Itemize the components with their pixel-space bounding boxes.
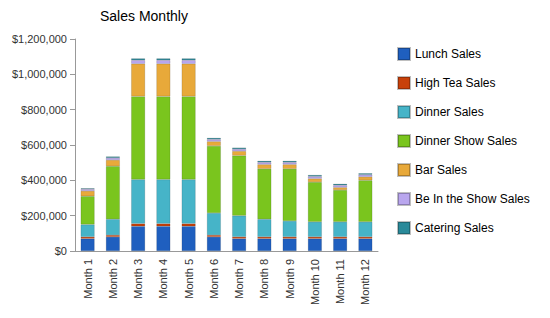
svg-text:Lunch Sales: Lunch Sales bbox=[415, 47, 481, 61]
svg-text:$800,000: $800,000 bbox=[21, 104, 67, 116]
svg-text:$1,200,000: $1,200,000 bbox=[12, 33, 67, 45]
svg-text:Month 12: Month 12 bbox=[359, 259, 371, 305]
svg-text:Month 9: Month 9 bbox=[284, 259, 296, 299]
svg-text:Month 11: Month 11 bbox=[334, 259, 346, 304]
svg-text:Month 8: Month 8 bbox=[258, 259, 270, 299]
svg-text:Month 5: Month 5 bbox=[183, 259, 195, 299]
svg-text:$0: $0 bbox=[55, 245, 67, 257]
svg-text:Month 3: Month 3 bbox=[132, 259, 144, 299]
svg-text:Be In the Show Sales: Be In the Show Sales bbox=[415, 192, 530, 206]
svg-text:Dinner Sales: Dinner Sales bbox=[415, 105, 484, 119]
svg-text:Bar Sales: Bar Sales bbox=[415, 163, 467, 177]
svg-text:Month 1: Month 1 bbox=[82, 259, 94, 299]
svg-text:Catering Sales: Catering Sales bbox=[415, 221, 494, 235]
svg-text:Month 4: Month 4 bbox=[157, 259, 169, 299]
svg-text:Month 10: Month 10 bbox=[309, 259, 321, 305]
svg-text:Month 7: Month 7 bbox=[233, 259, 245, 299]
svg-text:Month 2: Month 2 bbox=[107, 259, 119, 299]
svg-text:High Tea Sales: High Tea Sales bbox=[415, 76, 496, 90]
svg-text:$1,000,000: $1,000,000 bbox=[12, 68, 67, 80]
svg-text:$200,000: $200,000 bbox=[21, 210, 67, 222]
svg-text:Sales Monthly: Sales Monthly bbox=[100, 8, 188, 24]
svg-text:Dinner Show Sales: Dinner Show Sales bbox=[415, 134, 517, 148]
svg-text:$400,000: $400,000 bbox=[21, 174, 67, 186]
svg-text:$600,000: $600,000 bbox=[21, 139, 67, 151]
svg-text:Month 6: Month 6 bbox=[208, 259, 220, 299]
